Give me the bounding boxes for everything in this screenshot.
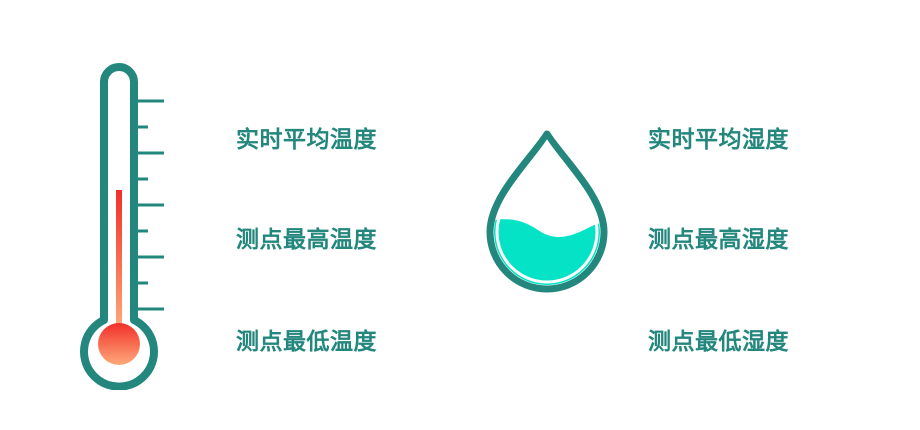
mercury-bulb (98, 323, 140, 365)
label-max-temperature: 测点最高温度 (236, 227, 377, 253)
water-drop-icon (486, 130, 608, 293)
label-max-humidity: 测点最高湿度 (648, 227, 789, 253)
label-min-humidity: 测点最低湿度 (648, 329, 789, 355)
label-realtime-avg-temperature: 实时平均温度 (236, 127, 377, 153)
water-drop-outline (486, 130, 608, 293)
mercury-column (116, 190, 122, 330)
thermometer-icon (80, 63, 164, 390)
label-realtime-avg-humidity: 实时平均湿度 (648, 127, 789, 153)
label-min-temperature: 测点最低温度 (236, 329, 377, 355)
thermometer-ticks (134, 99, 164, 311)
